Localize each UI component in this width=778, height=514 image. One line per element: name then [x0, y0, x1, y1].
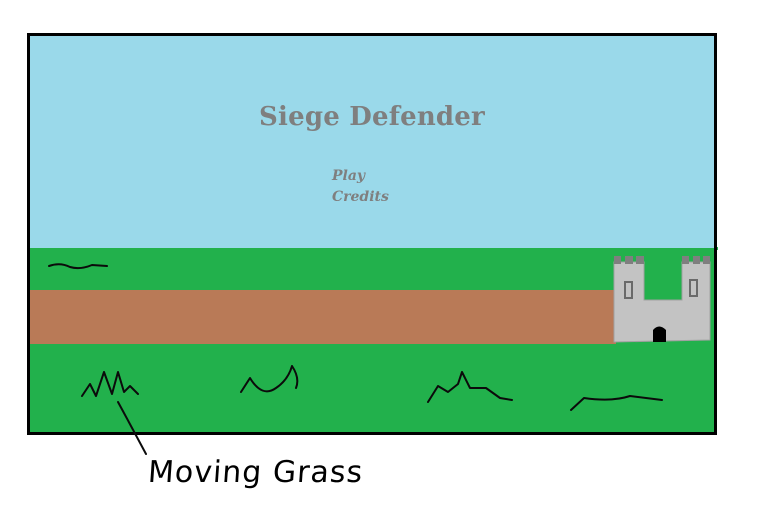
dirt-path	[30, 290, 616, 344]
sky-background	[30, 36, 714, 248]
game-title: Siege Defender	[259, 102, 485, 132]
game-canvas: Siege Defender Play Credits	[27, 33, 717, 435]
main-menu: Play Credits	[332, 166, 389, 208]
menu-item-credits[interactable]: Credits	[332, 189, 389, 205]
moving-grass-annotation: Moving Grass	[146, 455, 365, 490]
menu-item-play[interactable]: Play	[332, 168, 366, 184]
